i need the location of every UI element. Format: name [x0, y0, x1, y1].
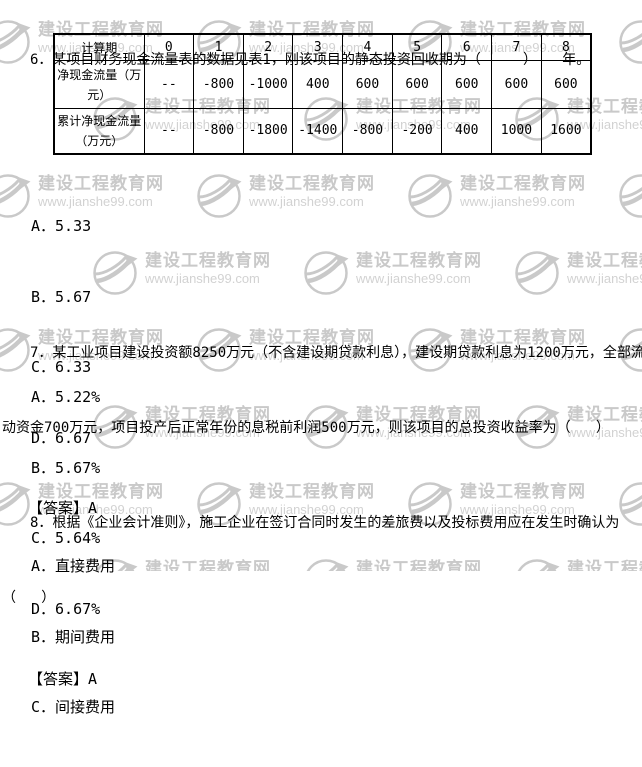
table-header-row: 计算期 0 1 2 3 4 5 6 7 8	[54, 34, 591, 61]
table-cell: -800	[343, 109, 393, 155]
exam-document: 6．某项目财务现金流量表的数据见表1，刚该项目的静态投资回收期为（ ） 年。 计…	[0, 0, 642, 571]
table-cell: 1600	[541, 109, 591, 155]
table-header-cell: 4	[343, 34, 393, 61]
table-cell: 600	[442, 61, 492, 109]
table-cell: -800	[194, 109, 244, 155]
table-cell: 400	[293, 61, 343, 109]
question-8-options: A．直接费用 B．期间费用 C．间接费用	[31, 508, 115, 767]
table-cell: --	[144, 61, 194, 109]
table-cell: 600	[392, 61, 442, 109]
table-header-cell: 6	[442, 34, 492, 61]
table-cell: -1800	[243, 109, 293, 155]
table-header-cell: 7	[492, 34, 542, 61]
table-header-cell: 3	[293, 34, 343, 61]
row-label: 净现金流量（万元）	[54, 61, 144, 109]
table-row-net-cash-flow: 净现金流量（万元） -- -800 -1000 400 600 600 600 …	[54, 61, 591, 109]
table-cell: 1000	[492, 109, 542, 155]
table-cell: 600	[343, 61, 393, 109]
option-c: C．间接费用	[31, 696, 115, 720]
cash-flow-table: 计算期 0 1 2 3 4 5 6 7 8 净现金流量（万元） -- -800 …	[53, 33, 592, 155]
table-cell: -1400	[293, 109, 343, 155]
table-cell: -800	[194, 61, 244, 109]
option-b: B．期间费用	[31, 626, 115, 650]
table-cell: --	[144, 109, 194, 155]
table-row-cumulative-net-cash-flow: 累计净现金流量（万元） -- -800 -1800 -1400 -800 -20…	[54, 109, 591, 155]
table-cell: -200	[392, 109, 442, 155]
option-a: A．直接费用	[31, 555, 115, 579]
table-header-cell: 8	[541, 34, 591, 61]
row-label: 累计净现金流量（万元）	[54, 109, 144, 155]
table-cell: 600	[541, 61, 591, 109]
table-header-cell: 计算期	[54, 34, 144, 61]
table-cell: 600	[492, 61, 542, 109]
table-header-cell: 1	[194, 34, 244, 61]
table-cell: -1000	[243, 61, 293, 109]
table-header-cell: 5	[392, 34, 442, 61]
table-header-cell: 0	[144, 34, 194, 61]
option-a: A．5.22%	[31, 386, 100, 410]
option-a: A．5.33	[31, 215, 97, 239]
table-header-cell: 2	[243, 34, 293, 61]
table-cell: 400	[442, 109, 492, 155]
